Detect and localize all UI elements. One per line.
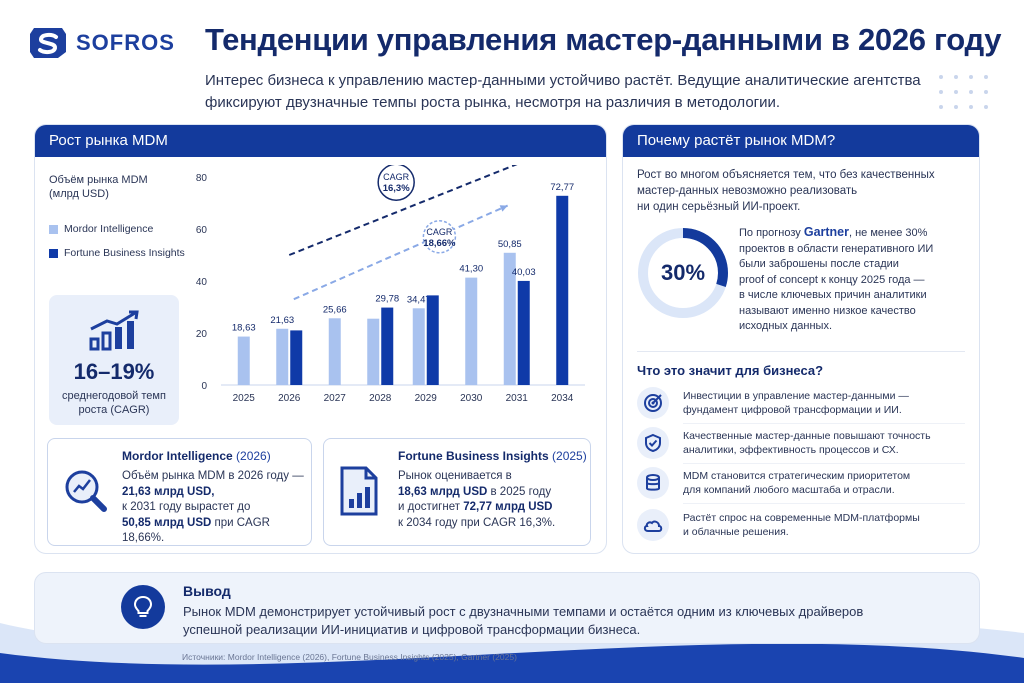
cagr-mordor-bubble-label: CAGR <box>426 227 453 237</box>
growth-chart-icon <box>89 310 139 351</box>
magnifier-chart-icon <box>65 470 107 512</box>
market-growth-panel: Рост рынка MDM Объём рынка MDM (млрд USD… <box>34 124 607 554</box>
cloud-icon <box>637 509 669 541</box>
bar-mordor-2030 <box>465 277 478 385</box>
x-tick-label: 2030 <box>460 393 483 404</box>
bar-fortune-2031 <box>517 280 530 385</box>
x-tick-label: 2031 <box>506 393 529 404</box>
sofros-logo-icon <box>30 28 66 58</box>
legend-item-fortune: Fortune Business Insights <box>49 247 185 259</box>
fortune-card-text: Рынок оценивается в 18,63 млрд USD в 202… <box>398 470 556 529</box>
cagr-mordor-bubble <box>422 220 457 254</box>
x-tick-label: 2027 <box>324 393 347 404</box>
bullet-separator <box>683 503 965 504</box>
cagr-mordor-bubble-value: 18,66% <box>423 238 456 249</box>
bullet-separator <box>683 423 965 424</box>
lightbulb-icon <box>121 585 165 629</box>
cagr-fortune-arrow <box>288 165 518 256</box>
data-label: 40,03 <box>512 267 536 278</box>
bar-mordor-2029 <box>412 308 425 385</box>
bar-fortune-2026 <box>290 330 303 385</box>
mordor-card-title: Mordor Intelligence (2026) <box>122 449 271 463</box>
data-label: 25,66 <box>323 304 347 315</box>
cagr-fortune-bubble <box>377 165 415 201</box>
data-label: 34,47 <box>407 294 431 305</box>
page-subtitle: Интерес бизнеса к управлению мастер-данн… <box>205 72 921 111</box>
bar-mordor-2025 <box>237 336 250 385</box>
y-tick-label: 20 <box>196 329 208 340</box>
data-label: 29,78 <box>375 294 399 305</box>
bullet-quality: Качественные мастер-данные повышают точн… <box>637 427 943 459</box>
data-label: 72,77 <box>550 182 574 193</box>
x-tick-label: 2028 <box>369 393 392 404</box>
mordor-card-text: Объём рынка MDM в 2026 году — 21,63 млрд… <box>122 470 304 544</box>
x-tick-label: 2029 <box>415 393 438 404</box>
bar-fortune-2028 <box>381 307 394 385</box>
bullet-separator <box>683 463 965 464</box>
legend-swatch-mordor <box>49 224 58 234</box>
mordor-card: Mordor Intelligence (2026) Объём рынка M… <box>47 438 312 546</box>
data-label: 21,63 <box>270 315 294 326</box>
bar-fortune-2034 <box>556 195 569 385</box>
x-tick-label: 2026 <box>278 393 301 404</box>
y-tick-label: 40 <box>196 277 208 288</box>
bullet-investments: Инвестиции в управление мастер-данными —… <box>637 387 943 419</box>
gartner-name: Gartner <box>803 225 849 239</box>
fortune-card: Fortune Business Insights (2025) Рынок о… <box>323 438 591 546</box>
target-icon <box>637 387 669 419</box>
bar-fortune-2029 <box>426 295 439 385</box>
legend-label-mordor: Mordor Intelligence <box>64 223 154 235</box>
y-tick-label: 60 <box>196 225 208 236</box>
bar-mordor-2027 <box>328 318 341 385</box>
bullet-priority: MDM становится стратегическим приоритето… <box>637 467 943 499</box>
conclusion-title: Вывод <box>183 583 231 599</box>
cagr-range-value: 16–19% <box>73 359 155 384</box>
market-growth-title: Рост рынка MDM <box>35 125 606 157</box>
y-axis-title: Объём рынка MDM (млрд USD) <box>49 174 148 200</box>
percent-ring-arc <box>638 228 728 318</box>
fortune-card-title: Fortune Business Insights (2025) <box>398 449 587 463</box>
conclusion-panel: Вывод Рынок MDM демонстрирует устойчивый… <box>34 572 980 644</box>
cagr-mordor-arrow <box>293 204 509 301</box>
cagr-summary-box: 16–19% среднегодовой темп роста (CAGR) <box>49 295 179 425</box>
sources-footnote: Источники: Mordor Intelligence (2026), F… <box>182 652 517 662</box>
data-label: 41,30 <box>459 264 483 275</box>
dots-decoration <box>939 75 988 109</box>
y-tick-label: 80 <box>196 173 208 184</box>
page-title: Тенденции управления мастер-данными в 20… <box>205 22 1002 57</box>
cagr-range-label: среднегодовой темп роста (CAGR) <box>62 390 166 416</box>
database-icon <box>637 467 669 499</box>
percent-value: 30% <box>660 260 706 285</box>
legend-label-fortune: Fortune Business Insights <box>64 247 185 259</box>
shield-check-icon <box>637 427 669 459</box>
legend-item-mordor: Mordor Intelligence <box>49 223 153 235</box>
x-tick-label: 2025 <box>233 393 256 404</box>
bullet-demand: Растёт спрос на современные MDM-платформ… <box>637 509 943 541</box>
data-label: 18,63 <box>232 323 256 334</box>
percent-ring <box>638 228 728 318</box>
conclusion-text: Рынок MDM демонстрирует устойчивый рост … <box>183 604 864 637</box>
y-tick-label: 0 <box>201 381 207 392</box>
brand-name: SOFROS <box>76 30 175 55</box>
bar-mordor-2028 <box>367 318 380 385</box>
cagr-mordor-arrow-head <box>499 205 508 212</box>
gartner-text: По прогнозу Gartner, не менее 30% проект… <box>739 225 934 332</box>
business-meaning-title: Что это значит для бизнеса? <box>637 363 824 378</box>
cagr-fortune-bubble-value: 16,3% <box>383 183 410 194</box>
intro-text: Рост во многом объясняется тем, что без … <box>637 169 935 213</box>
brand-logo: SOFROS <box>26 24 175 62</box>
report-chart-icon <box>340 466 378 516</box>
x-tick-label: 2034 <box>551 393 574 404</box>
data-label: 50,85 <box>498 239 522 250</box>
why-growing-panel: Почему растёт рынок MDM? Рост во многом … <box>622 124 980 554</box>
bar-mordor-2026 <box>276 328 289 385</box>
why-growing-title: Почему растёт рынок MDM? <box>623 125 979 157</box>
divider <box>637 351 965 352</box>
cagr-fortune-bubble-label: CAGR <box>383 172 410 182</box>
legend-swatch-fortune <box>49 248 58 258</box>
bar-mordor-2031 <box>503 252 516 385</box>
